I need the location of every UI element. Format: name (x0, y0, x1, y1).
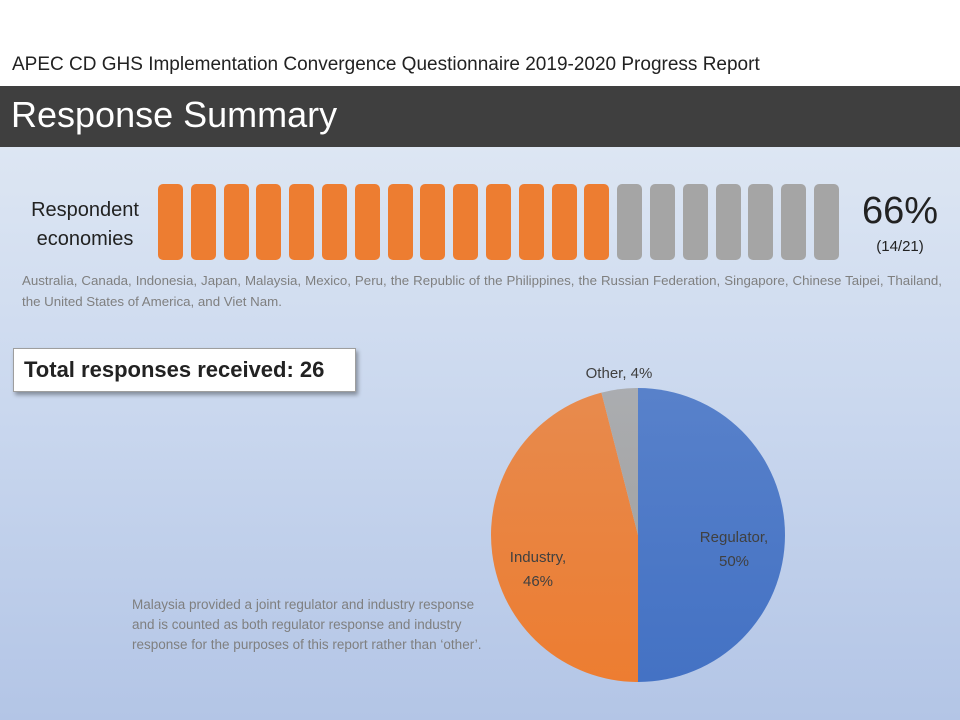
malaysia-note: Malaysia provided a joint regulator and … (132, 597, 482, 652)
respondent-pill-responded (322, 184, 347, 260)
pie-slice-industry (491, 392, 638, 682)
respondent-pill-responded (223, 184, 249, 260)
respondent-pill-responded (420, 184, 446, 260)
respondent-pill-responded (387, 184, 413, 260)
pie-label-industry: Industry, (510, 549, 566, 566)
respondent-pill-pending (715, 184, 741, 260)
respondent-pill-pending (650, 184, 675, 260)
respondent-pill-responded (256, 184, 282, 260)
respondent-progress-bar (158, 184, 840, 260)
pie-slice-regulator (638, 388, 785, 682)
economies-list: Australia, Canada, Indonesia, Japan, Mal… (22, 273, 942, 309)
respondent-pill-responded (518, 184, 544, 260)
respondent-pill-pending (781, 184, 807, 260)
respondent-pill-pending (814, 184, 839, 260)
report-title: APEC CD GHS Implementation Convergence Q… (12, 54, 760, 75)
total-responses-text: Total responses received: 26 (24, 357, 325, 382)
respondent-pill-responded (584, 184, 610, 260)
respondent-pill-responded (453, 184, 479, 260)
respondent-percent: 66% (861, 190, 939, 232)
pie-label-regulator: Regulator, (700, 529, 768, 546)
respondent-pill-responded (551, 184, 577, 260)
pie-label-other: Other, 4% (586, 365, 653, 382)
page-title: Response Summary (11, 94, 338, 135)
respondent-label-line2: economies (36, 228, 134, 250)
respondent-pill-pending (682, 184, 708, 260)
pie-value-industry: 46% (523, 573, 553, 590)
section-banner: Response Summary (0, 86, 960, 147)
pie-value-regulator: 50% (719, 553, 749, 570)
respondent-fraction: (14/21) (876, 238, 924, 255)
respondent-pill-responded (158, 184, 183, 260)
respondent-pill-responded (486, 184, 511, 260)
respondent-pill-pending (617, 184, 643, 260)
respondent-pill-responded (190, 184, 216, 260)
respondent-economies-label: Respondent economies (10, 196, 160, 254)
respondent-pill-responded (354, 184, 380, 260)
respondent-pill-responded (289, 184, 315, 260)
total-responses-box: Total responses received: 26 (13, 348, 356, 392)
respondent-label-line1: Respondent (31, 199, 139, 221)
pie-slice-other (601, 388, 638, 535)
respondent-pill-pending (748, 184, 774, 260)
